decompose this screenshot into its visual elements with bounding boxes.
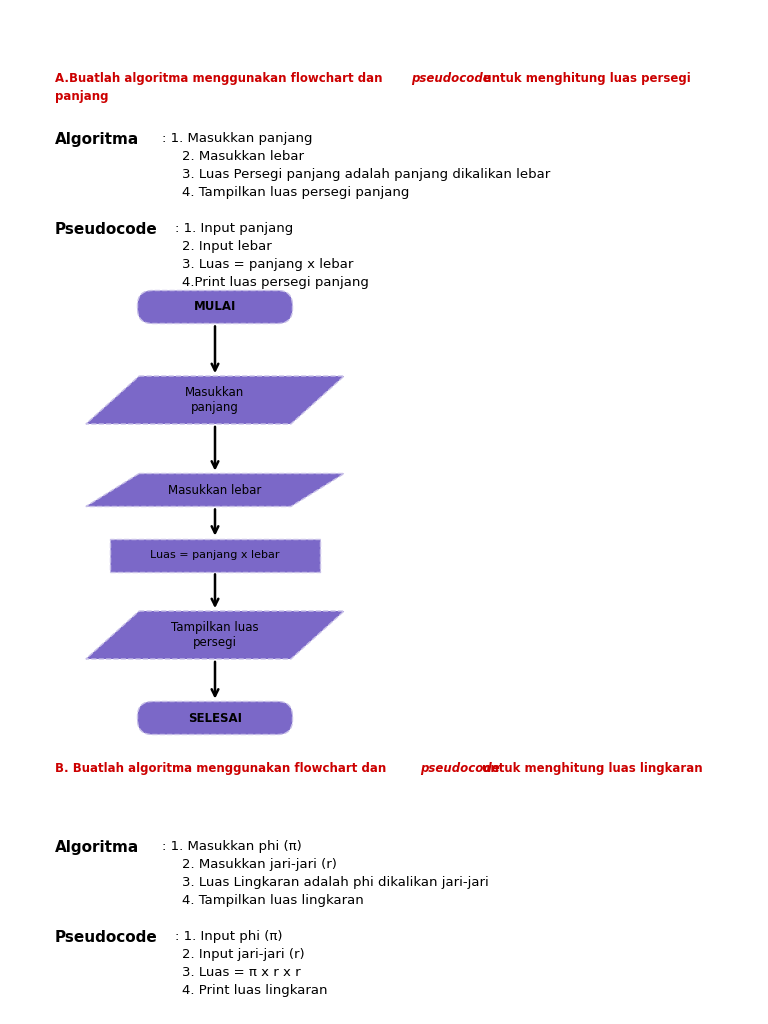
- FancyBboxPatch shape: [137, 291, 293, 324]
- Text: Algoritma: Algoritma: [55, 132, 139, 147]
- Text: pseudocode: pseudocode: [411, 72, 491, 85]
- Polygon shape: [86, 611, 344, 659]
- Text: Algoritma: Algoritma: [55, 840, 139, 855]
- Text: Pseudocode: Pseudocode: [55, 222, 157, 237]
- Bar: [110, 539, 320, 571]
- Text: 2. Input lebar: 2. Input lebar: [182, 240, 272, 253]
- Text: : 1. Masukkan phi (π): : 1. Masukkan phi (π): [162, 840, 302, 853]
- Text: 4.Print luas persegi panjang: 4.Print luas persegi panjang: [182, 276, 369, 289]
- Text: MULAI: MULAI: [194, 300, 237, 313]
- Text: : 1. Masukkan panjang: : 1. Masukkan panjang: [162, 132, 313, 145]
- Text: 2. Masukkan jari-jari (r): 2. Masukkan jari-jari (r): [182, 858, 337, 871]
- Text: 2. Input jari-jari (r): 2. Input jari-jari (r): [182, 948, 305, 961]
- Text: Luas = panjang x lebar: Luas = panjang x lebar: [151, 550, 280, 560]
- Text: Tampilkan luas
persegi: Tampilkan luas persegi: [171, 621, 259, 649]
- Text: : 1. Input phi (π): : 1. Input phi (π): [175, 930, 283, 943]
- Text: 3. Luas Persegi panjang adalah panjang dikalikan lebar: 3. Luas Persegi panjang adalah panjang d…: [182, 168, 550, 181]
- Text: panjang: panjang: [55, 90, 108, 103]
- Text: pseudocode: pseudocode: [420, 762, 500, 775]
- Text: 4. Print luas lingkaran: 4. Print luas lingkaran: [182, 984, 327, 997]
- Text: B. Buatlah algoritma menggunakan flowchart dan: B. Buatlah algoritma menggunakan flowcha…: [55, 762, 390, 775]
- Text: SELESAI: SELESAI: [188, 712, 242, 725]
- Text: Masukkan
panjang: Masukkan panjang: [185, 386, 245, 414]
- Text: untuk menghitung luas lingkaran: untuk menghitung luas lingkaran: [478, 762, 703, 775]
- FancyBboxPatch shape: [137, 701, 293, 734]
- Text: : 1. Input panjang: : 1. Input panjang: [175, 222, 293, 234]
- Text: Masukkan lebar: Masukkan lebar: [168, 483, 262, 497]
- Text: 4. Tampilkan luas lingkaran: 4. Tampilkan luas lingkaran: [182, 894, 364, 907]
- Polygon shape: [86, 473, 344, 507]
- Text: 3. Luas Lingkaran adalah phi dikalikan jari-jari: 3. Luas Lingkaran adalah phi dikalikan j…: [182, 876, 488, 889]
- Text: 2. Masukkan lebar: 2. Masukkan lebar: [182, 150, 304, 163]
- Text: 3. Luas = π x r x r: 3. Luas = π x r x r: [182, 966, 300, 979]
- Text: 3. Luas = panjang x lebar: 3. Luas = panjang x lebar: [182, 258, 353, 271]
- Text: untuk menghitung luas persegi: untuk menghitung luas persegi: [471, 72, 690, 85]
- Text: 4. Tampilkan luas persegi panjang: 4. Tampilkan luas persegi panjang: [182, 186, 409, 199]
- Text: Pseudocode: Pseudocode: [55, 930, 157, 945]
- Polygon shape: [86, 376, 344, 424]
- Text: A.Buatlah algoritma menggunakan flowchart dan: A.Buatlah algoritma menggunakan flowchar…: [55, 72, 386, 85]
